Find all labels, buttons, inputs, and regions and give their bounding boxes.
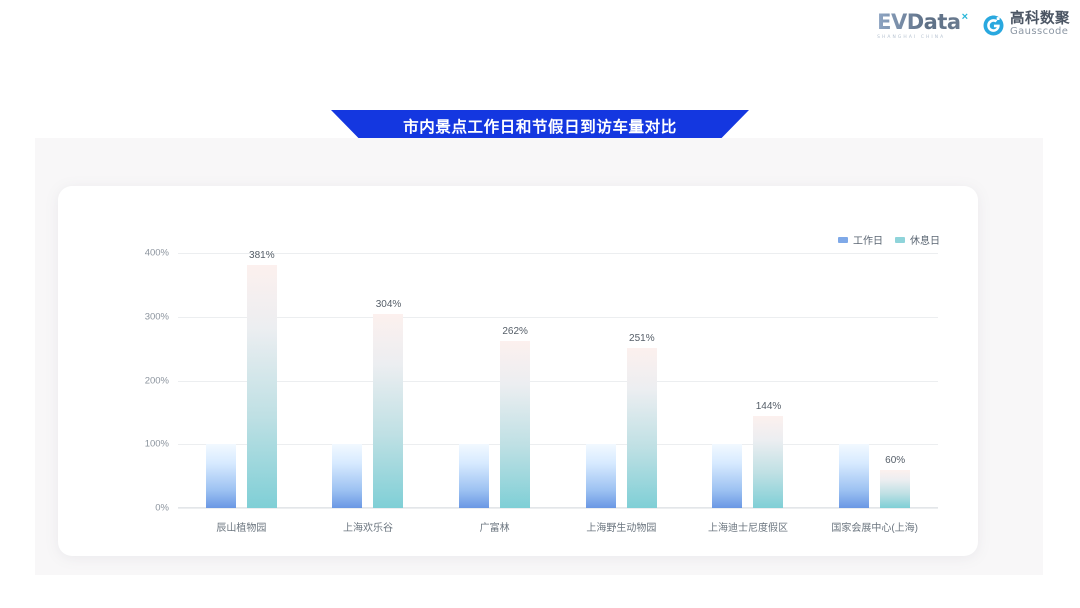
bar-restday[interactable]: 262% [500, 326, 531, 508]
bar-group: 251% 上海野生动物园 [558, 253, 685, 534]
bar-restday[interactable]: 144% [753, 401, 784, 508]
gridline [178, 253, 938, 254]
gausscode-text: 高科数聚 Gausscode [1010, 11, 1070, 38]
bar-group: 381% 辰山植物园 [178, 250, 305, 534]
bar-restday[interactable]: 60% [880, 455, 911, 508]
y-axis-tick-label: 300% [144, 311, 169, 323]
y-axis-tick-label: 400% [144, 247, 169, 259]
y-axis-tick-label: 100% [144, 438, 169, 450]
bar-chart: 工作日 休息日 0% 100% 200% 300% 400% 381% 辰山植物园 304% 上… [58, 186, 978, 556]
bar-group: 304% 上海欢乐谷 [305, 253, 432, 534]
bar-restday[interactable]: 251% [626, 333, 657, 508]
x-axis-tick-label: 国家会展中心(上海) [831, 523, 918, 534]
chart-card: 工作日 休息日 0% 100% 200% 300% 400% 381% 辰山植物园 304% 上… [58, 186, 978, 556]
plot-area: 0% 100% 200% 300% 400% 381% 辰山植物园 304% 上海欢乐谷 262%… [145, 248, 938, 534]
gausscode-mark-icon [982, 14, 1005, 37]
gridline [178, 508, 938, 509]
x-axis-tick-label: 上海欢乐谷 [342, 523, 393, 534]
legend-item-restday[interactable]: 休息日 [895, 232, 940, 247]
bar-weekday[interactable] [585, 444, 616, 508]
x-axis-line [178, 507, 938, 508]
logo-bar: EVData × SHANGHAI CHINA 高科数聚 Gausscode [877, 10, 1070, 40]
bar-value-label: 251% [629, 333, 655, 344]
legend-label-weekday: 工作日 [853, 236, 883, 247]
evdata-wordmark: EVData [877, 10, 961, 34]
gausscode-name-cn: 高科数聚 [1010, 11, 1070, 28]
gridline [178, 380, 938, 382]
x-axis-tick-label: 上海迪士尼度假区 [707, 523, 788, 534]
title-banner: 市内景点工作日和节假日到访车量对比 [331, 110, 749, 142]
x-axis-tick-label: 上海野生动物园 [586, 523, 657, 534]
bar-group: 60% 国家会展中心(上海) [811, 253, 938, 534]
bar-group: 262% 广富林 [431, 253, 558, 534]
bar-value-label: 60% [885, 454, 906, 466]
legend-swatch-restday [895, 236, 905, 243]
bar-restday[interactable]: 381% [246, 250, 277, 508]
chart-legend: 工作日 休息日 [838, 232, 940, 247]
bar-weekday[interactable] [459, 444, 490, 508]
legend-swatch-weekday [838, 236, 848, 243]
gausscode-logo: 高科数聚 Gausscode [982, 11, 1070, 38]
bar-weekday[interactable] [332, 444, 363, 508]
gridline [178, 444, 938, 446]
bar-group: 144% 上海迪士尼度假区 [685, 253, 812, 534]
gausscode-name-en: Gausscode [1010, 26, 1069, 38]
legend-item-weekday[interactable]: 工作日 [838, 232, 883, 247]
y-axis-tick-label: 200% [144, 375, 169, 386]
bar-value-label: 262% [502, 325, 528, 337]
bar-restday[interactable]: 304% [373, 299, 404, 508]
page-title: 市内景点工作日和节假日到访车量对比 [403, 119, 677, 136]
evdata-subtitle: SHANGHAI CHINA [877, 35, 946, 40]
evdata-logo: EVData × SHANGHAI CHINA [877, 10, 968, 40]
bar-weekday[interactable] [712, 444, 743, 508]
legend-label-restday: 休息日 [910, 236, 940, 247]
evdata-wordmark-row: EVData × [877, 10, 968, 34]
x-axis-tick-label: 广富林 [479, 523, 510, 534]
x-axis-tick-label: 辰山植物园 [216, 523, 267, 534]
gridline [178, 316, 938, 318]
y-axis-tick-label: 0% [155, 502, 169, 514]
bar-value-label: 144% [755, 401, 782, 413]
evdata-x-icon: × [961, 11, 968, 23]
bar-value-label: 304% [375, 299, 402, 311]
bar-weekday[interactable] [839, 444, 870, 508]
bar-value-label: 381% [249, 250, 275, 262]
bar-weekday[interactable] [205, 444, 236, 508]
